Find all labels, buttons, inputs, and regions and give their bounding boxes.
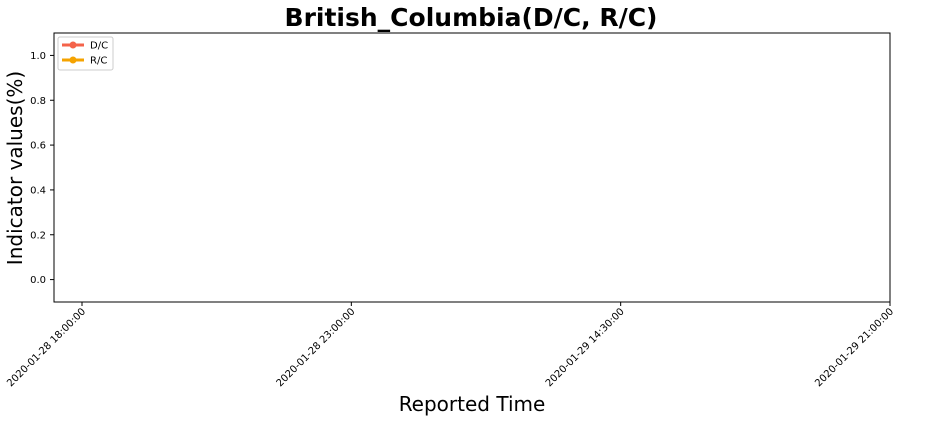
legend-marker-0 [69, 41, 77, 49]
x-tick-label: 2020-01-29 14:30:00 [544, 306, 627, 389]
plot-area [53, 32, 891, 303]
y-axis-label: Indicator values(%) [3, 71, 27, 265]
x-axis: 2020-01-28 18:00:00 2020-01-28 23:00:00 20… [5, 302, 896, 389]
legend-label-1: R/C [90, 56, 107, 67]
y-axis: 0.0 0.2 0.4 0.6 0.8 1.0 [30, 51, 54, 286]
x-tick-label: 2020-01-28 23:00:00 [275, 306, 358, 389]
legend-label-0: D/C [90, 41, 108, 52]
x-tick-label: 2020-01-28 18:00:00 [5, 306, 88, 389]
y-tick-label: 1.0 [30, 51, 46, 62]
y-tick-label: 0.0 [30, 275, 46, 286]
y-tick-label: 0.4 [30, 185, 46, 196]
y-tick-label: 0.8 [30, 96, 46, 107]
x-tick-label: 2020-01-29 21:00:00 [813, 306, 896, 389]
legend: D/C R/C [57, 36, 114, 71]
chart-title: British_Columbia(D/C, R/C) [285, 3, 658, 32]
y-tick-label: 0.2 [30, 230, 46, 241]
legend-marker-1 [69, 56, 77, 64]
x-axis-label: Reported Time [399, 392, 546, 416]
y-tick-label: 0.6 [30, 141, 46, 152]
